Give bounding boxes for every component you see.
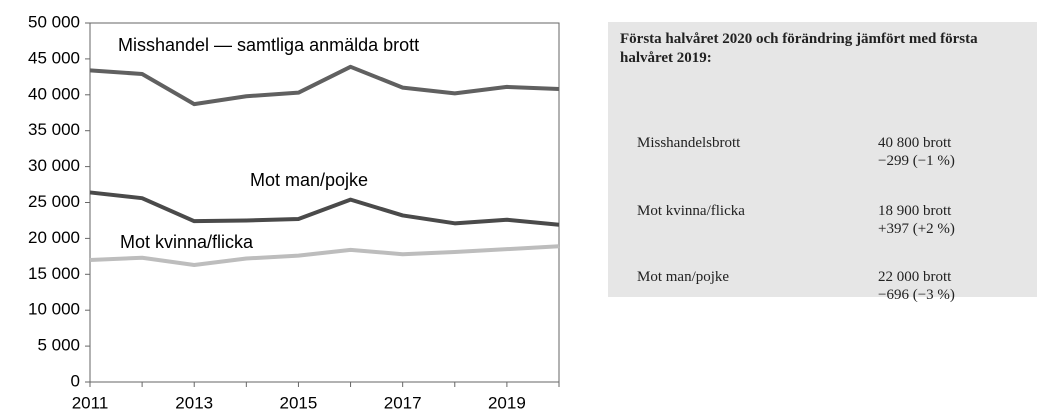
row-change: −696 (−3 %) — [878, 287, 955, 303]
row-value: 22 000 brott — [878, 269, 952, 285]
row-value: 40 800 brott — [878, 135, 952, 151]
y-tick-label: 15 000 — [28, 264, 80, 283]
row-label: Mot man/pojke — [637, 269, 730, 285]
row-change: −299 (−1 %) — [878, 153, 955, 169]
series-line — [89, 190, 560, 227]
series-label: Mot kvinna/flicka — [120, 232, 254, 252]
y-tick-label: 5 000 — [37, 336, 80, 355]
x-tick-label: 2017 — [384, 393, 422, 412]
x-tick-label: 2011 — [72, 393, 109, 412]
row-label: Misshandelsbrott — [637, 135, 741, 151]
y-tick-label: 20 000 — [28, 228, 80, 247]
y-tick-label: 0 — [71, 371, 80, 390]
row-label: Mot kvinna/flicka — [637, 203, 745, 219]
panel-title: Första halvåret 2020 och förändring jämf… — [620, 31, 978, 66]
info-panel: Första halvåret 2020 och förändring jämf… — [608, 22, 1037, 303]
y-tick-label: 25 000 — [28, 192, 80, 211]
x-tick-label: 2019 — [488, 393, 526, 412]
y-tick-label: 40 000 — [28, 84, 80, 103]
series-line — [89, 64, 560, 107]
y-tick-label: 50 000 — [28, 12, 80, 31]
x-tick-label: 2015 — [280, 393, 318, 412]
row-value: 18 900 brott — [878, 203, 952, 219]
plot-frame — [89, 22, 560, 383]
chart: 0 5 000 10 000 15 000 20 000 25 000 30 000 35 0… — [28, 12, 560, 412]
y-tick-label: 35 000 — [28, 120, 80, 139]
row-change: +397 (+2 %) — [878, 221, 955, 237]
y-tick-label: 10 000 — [28, 300, 80, 319]
series-label: Misshandel — samtliga anmälda brott — [118, 35, 419, 55]
y-tick-label: 45 000 — [28, 48, 80, 67]
series-line — [89, 244, 560, 267]
series-label: Mot man/pojke — [250, 170, 368, 190]
y-tick-label: 30 000 — [28, 156, 80, 175]
x-tick-label: 2013 — [175, 393, 213, 412]
